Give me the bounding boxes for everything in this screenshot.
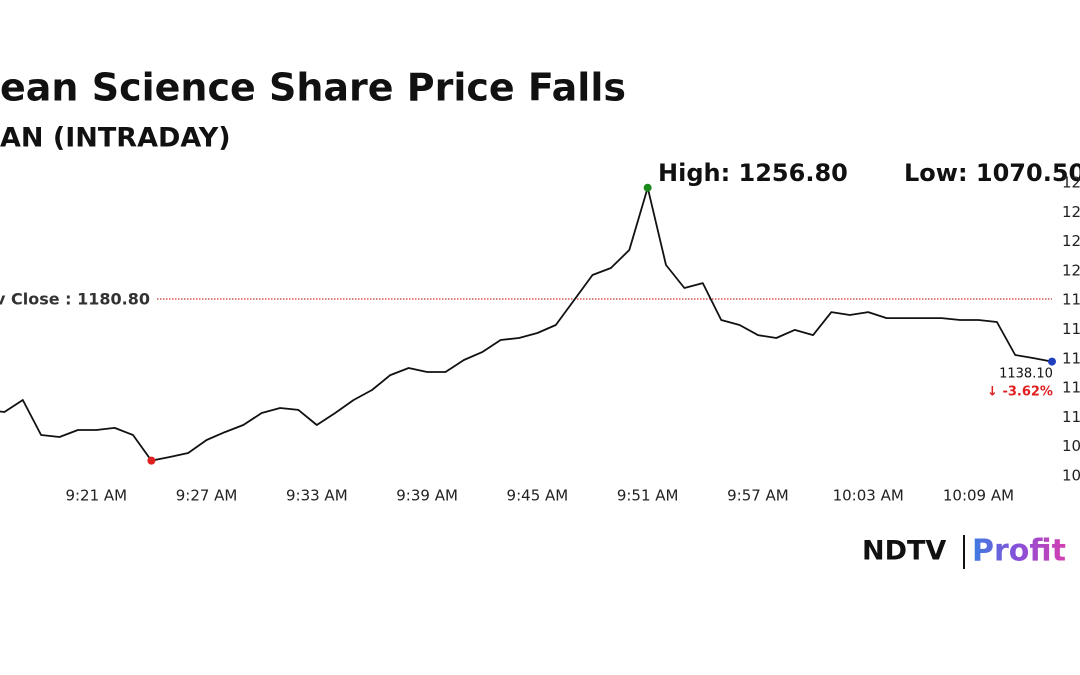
x-tick-label: 9:39 AM (396, 487, 458, 505)
prev-close-label: v Close : 1180.80 (0, 290, 150, 309)
chart-title: ean Science Share Price Falls (0, 66, 626, 110)
low-label: Low: 1070.50 (904, 159, 1080, 187)
x-tick-label: 9:27 AM (176, 487, 238, 505)
high-label: High: 1256.80 (658, 159, 848, 187)
x-tick-label: 9:51 AM (617, 487, 679, 505)
chart-subtitle: AN (INTRADAY) (0, 123, 231, 154)
price-line (0, 186, 1053, 462)
y-tick-label: 12 (1062, 174, 1080, 192)
logo-ndtv: NDTV (862, 536, 946, 567)
x-tick-label: 9:45 AM (507, 487, 569, 505)
y-tick-label: 11 (1062, 320, 1080, 338)
last-marker (1048, 357, 1056, 366)
x-tick-label: 9:57 AM (727, 487, 789, 505)
last-value-label: 1138.10 (999, 367, 1053, 382)
change-label: ↓ -3.62% (987, 385, 1053, 400)
y-tick-label: 11 (1062, 349, 1080, 367)
high-marker (643, 183, 652, 192)
y-tick-label: 11 (1062, 379, 1080, 397)
low-marker (147, 456, 156, 465)
x-tick-label: 9:21 AM (65, 487, 127, 505)
y-tick-label: 10 (1062, 437, 1080, 455)
y-tick-label: 12 (1062, 203, 1080, 221)
logo: NDTV Profit (862, 534, 1066, 569)
x-tick-label: 10:03 AM (833, 487, 904, 505)
y-tick-label: 10 (1062, 467, 1080, 485)
x-tick-label: 10:09 AM (943, 487, 1014, 505)
y-tick-label: 11 (1062, 408, 1080, 426)
y-tick-label: 12 (1062, 232, 1080, 250)
y-tick-label: 11 (1062, 291, 1080, 309)
logo-profit: Profit (972, 534, 1066, 569)
y-tick-label: 12 (1062, 261, 1080, 279)
x-tick-label: 9:33 AM (286, 487, 348, 505)
